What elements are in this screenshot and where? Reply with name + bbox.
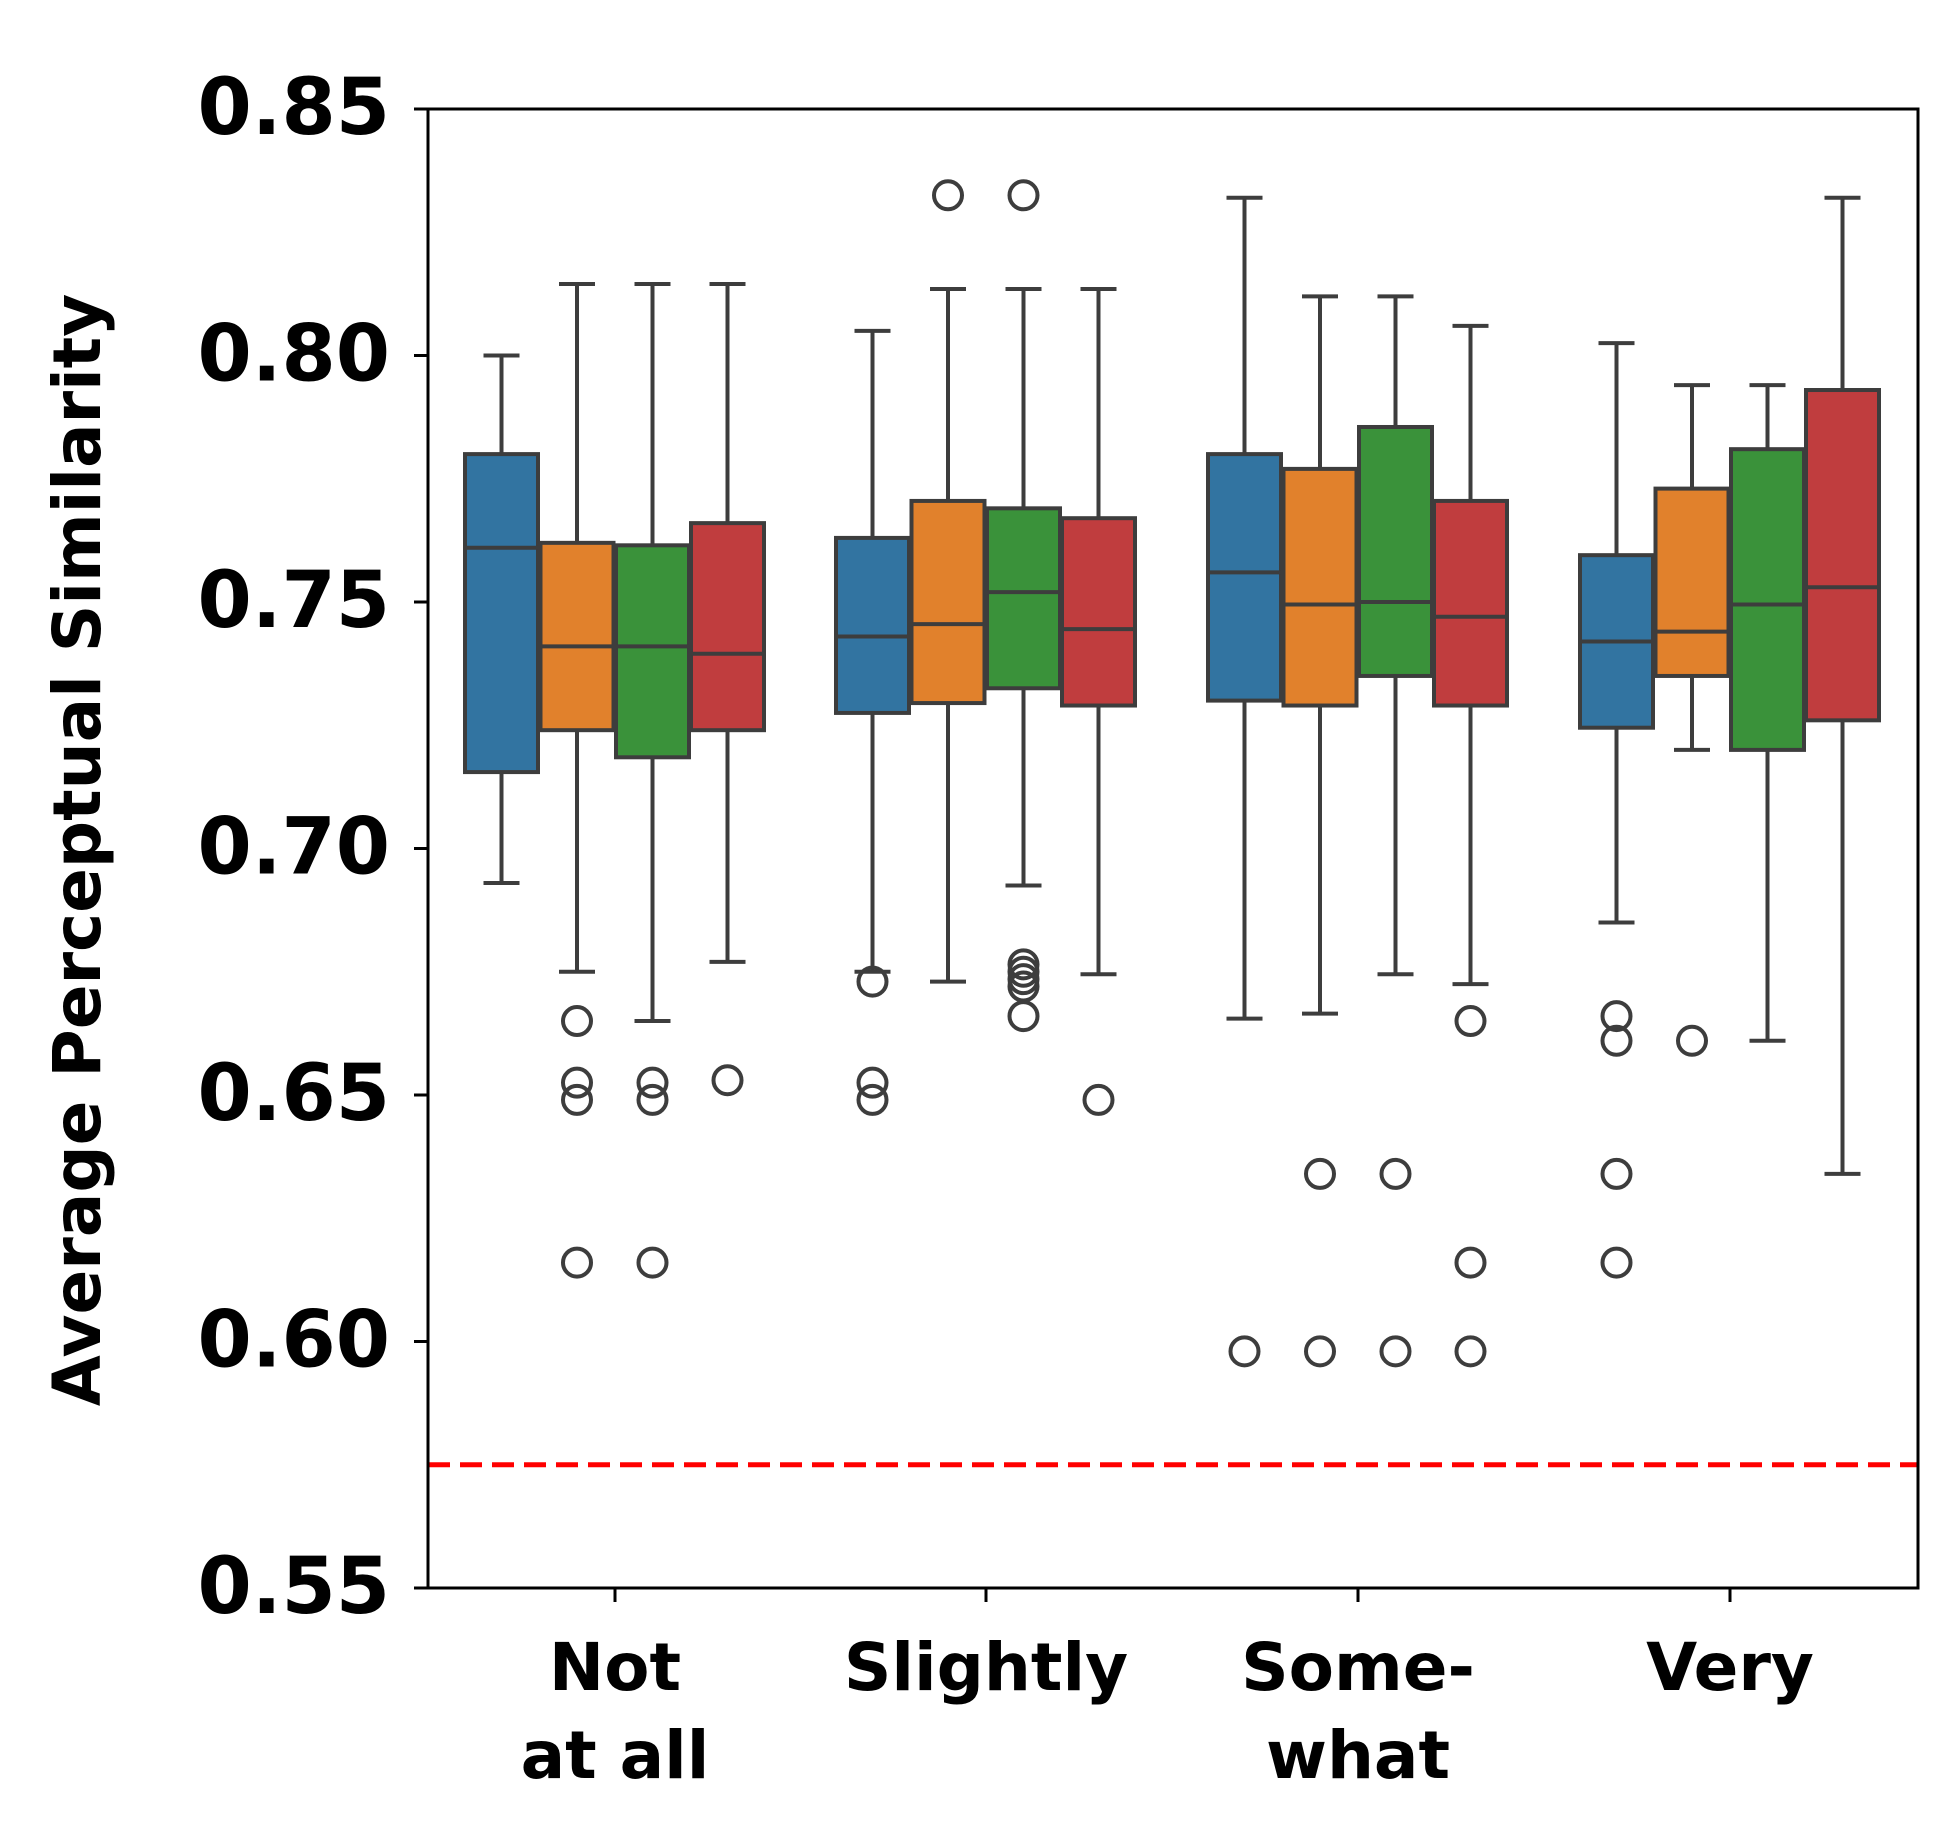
box-iqr — [1206, 452, 1283, 703]
outlier-point — [561, 1083, 593, 1116]
box-iqr — [1432, 498, 1509, 708]
y-tick-label: 0.60 — [198, 1296, 390, 1386]
y-tick-label: 0.75 — [198, 556, 390, 646]
outlier-point — [1082, 1083, 1115, 1116]
box-iqr — [538, 540, 616, 733]
x-tick-label-line: Slightly — [844, 1629, 1128, 1706]
outlier-point — [636, 1066, 669, 1099]
box-series-4-0 — [689, 282, 766, 1097]
box-iqr — [985, 506, 1062, 691]
box-series-1-0 — [463, 353, 540, 886]
x-tick-label: Slightly — [844, 1629, 1128, 1706]
outlier-point — [1454, 1005, 1487, 1038]
outlier-point — [1676, 1024, 1708, 1057]
y-axis-title: Average Perceptual Similarity — [39, 294, 116, 1407]
outlier-point — [711, 1064, 744, 1097]
outlier-point — [1600, 1000, 1633, 1033]
box-series-3-0 — [614, 282, 691, 1279]
outlier-point — [856, 1066, 889, 1099]
y-tick-label: 0.85 — [198, 63, 390, 153]
box-iqr — [834, 535, 911, 715]
outlier-point — [636, 1083, 669, 1116]
box-series-4-2 — [1432, 323, 1509, 1368]
box-iqr — [1357, 424, 1434, 678]
box-series-3-3 — [1729, 383, 1806, 1043]
outlier-point — [1304, 1157, 1336, 1190]
box-series-2-0 — [538, 282, 616, 1279]
outlier-point — [1600, 1157, 1633, 1190]
x-tick-label: Very — [1646, 1629, 1814, 1706]
box-series-2-3 — [1653, 383, 1731, 1057]
y-tick-label: 0.80 — [198, 310, 390, 400]
outlier-point — [1379, 1335, 1412, 1368]
box-iqr — [909, 498, 987, 706]
outlier-point — [856, 1083, 889, 1116]
outlier-point — [1454, 1335, 1487, 1368]
x-tick-label: Some-what — [1241, 1629, 1475, 1794]
box-iqr — [614, 543, 691, 760]
x-tick-label-line: at all — [521, 1717, 710, 1794]
outlier-point — [561, 1066, 593, 1099]
outlier-point — [561, 1005, 593, 1038]
x-tick-label-line: Some- — [1241, 1629, 1475, 1706]
x-tick-label-line: Not — [549, 1629, 681, 1706]
outlier-point — [1304, 1335, 1336, 1368]
outlier-point — [1007, 1000, 1040, 1033]
outlier-point — [1379, 1157, 1412, 1190]
y-tick-label: 0.55 — [198, 1542, 390, 1632]
box-series-4-3 — [1804, 195, 1881, 1176]
box-series-1-2 — [1206, 195, 1283, 1368]
box-iqr — [689, 521, 766, 733]
outlier-point — [856, 965, 889, 998]
box-series-1-1 — [834, 328, 911, 1116]
outlier-point — [561, 1246, 593, 1279]
x-tick-label-line: what — [1266, 1717, 1450, 1794]
outlier-point — [1600, 1246, 1633, 1279]
box-iqr — [1281, 466, 1359, 708]
box-series-3-2 — [1357, 294, 1434, 1368]
outlier-point — [636, 1246, 669, 1279]
box-series-2-2 — [1281, 294, 1359, 1368]
axes-layer: 0.55 0.60 0.65 0.70 0.75 0.80 0.85 Not at all Sli… — [198, 63, 1920, 1794]
outlier-point — [932, 179, 964, 212]
box-iqr — [463, 452, 540, 775]
y-tick-label: 0.65 — [198, 1049, 390, 1139]
box-iqr — [1653, 486, 1731, 678]
outlier-point — [1228, 1335, 1261, 1368]
box-series-2-1 — [909, 179, 987, 984]
boxes-layer — [463, 179, 1881, 1368]
outlier-point — [1600, 1024, 1633, 1057]
box-iqr — [1804, 388, 1881, 723]
box-iqr — [1729, 447, 1806, 752]
x-tick-label-line: Very — [1646, 1629, 1814, 1706]
box-iqr — [1060, 516, 1137, 708]
outlier-point — [1454, 1246, 1487, 1279]
x-tick-label: Not at all — [521, 1629, 710, 1794]
box-series-4-1 — [1060, 286, 1137, 1116]
outlier-point — [1007, 179, 1040, 212]
y-tick-label: 0.70 — [198, 803, 390, 893]
box-series-3-1 — [985, 179, 1062, 1033]
box-series-1-3 — [1578, 341, 1655, 1279]
